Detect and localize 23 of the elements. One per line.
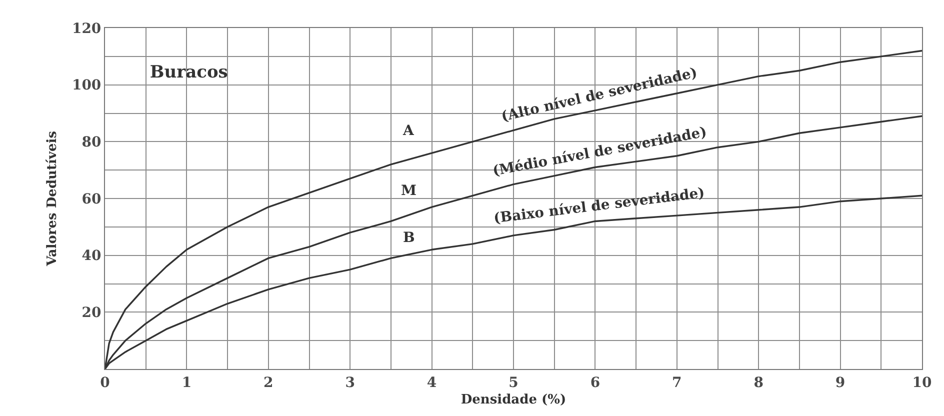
y-tick-label: 40 <box>82 248 102 264</box>
series-label: B <box>403 230 415 246</box>
y-tick-label: 60 <box>82 191 102 208</box>
y-tick-label: 100 <box>72 78 102 94</box>
series-label: M <box>401 183 416 199</box>
y-tick-label: 20 <box>82 305 102 322</box>
x-axis-title: Densidade (%) <box>460 392 566 408</box>
annotation: (Baixo nível de severidade) <box>492 185 706 227</box>
x-tick-label: 1 <box>182 374 192 391</box>
x-tick-label: 5 <box>508 374 518 391</box>
x-tick-label: 9 <box>835 374 846 391</box>
x-tick-label: 3 <box>345 374 355 391</box>
x-tick-label: 6 <box>590 374 600 391</box>
x-tick-label: 2 <box>264 374 274 391</box>
y-axis-title: Valores Dedutíveis <box>44 130 60 268</box>
x-tick-label: 0 <box>100 374 110 391</box>
y-tick-label: 120 <box>72 20 102 37</box>
series-label: A <box>402 123 415 139</box>
x-tick-label: 7 <box>672 374 682 391</box>
x-tick-label: 4 <box>426 374 437 391</box>
y-tick-label: 80 <box>82 134 102 151</box>
x-tick-label: 10 <box>912 374 932 391</box>
x-tick-label: 8 <box>754 374 764 391</box>
